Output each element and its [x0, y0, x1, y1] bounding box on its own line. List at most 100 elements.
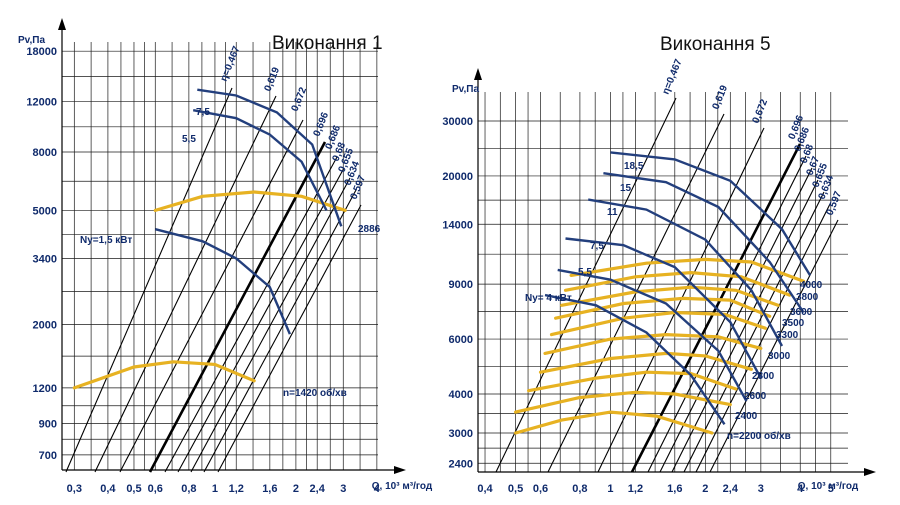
x-tick-label: 0,4 [100, 483, 116, 495]
x-axis-label: Q, 10³ м³/год [372, 481, 433, 492]
y-tick-label: 8000 [33, 147, 57, 159]
efficiency-line [671, 179, 819, 473]
rpm-label: 2400 [735, 411, 758, 422]
x-tick-label: 0,8 [572, 483, 587, 495]
power-label: 11 [607, 207, 618, 218]
x-tick-label: 1,2 [229, 483, 244, 495]
rpm-label: 3600 [790, 307, 813, 318]
rpm-label: 2886 [358, 224, 381, 235]
power-curve [155, 228, 292, 335]
rpm-label: 3300 [776, 330, 799, 341]
x-axis-arrow [864, 468, 876, 476]
power-label: 15 [620, 183, 632, 194]
x-tick-label: 0,4 [477, 483, 493, 495]
speed-curve [543, 332, 763, 355]
power-curve [557, 268, 748, 402]
rpm-label: 3000 [768, 351, 791, 362]
y-axis-label: Pv,Па [18, 35, 45, 46]
y-tick-label: 12000 [26, 97, 57, 109]
power-curve [544, 293, 726, 425]
x-axis-label: Q, 10³ м³/год [798, 481, 859, 492]
x-tick-label: 2,4 [723, 483, 739, 495]
x-tick-label: 2,4 [310, 483, 326, 495]
rpm-label: n=2200 об/хв [727, 430, 791, 442]
x-axis-arrow [394, 466, 406, 474]
power-label: 18,5 [624, 161, 644, 172]
y-tick-label: 2000 [33, 319, 57, 331]
chart-vykonannya-5: 0,4 0,5 0,6 0,8 1 1,2 1,6 2 2,4 3 4 5 2400 3000 4000 60… [442, 34, 876, 495]
x-tick-label: 4 [374, 483, 381, 495]
y-axis-label: Pv,Па [452, 84, 479, 95]
x-tick-label: 0,8 [181, 483, 196, 495]
x-tick-label: 5 [828, 483, 834, 495]
x-tick-label: 2 [293, 483, 299, 495]
speed-curve [560, 285, 780, 307]
power-curve [565, 237, 762, 379]
efficiency-label: η=0,467 [661, 57, 685, 96]
power-curve [197, 88, 343, 227]
x-tick-label: 1,2 [628, 483, 643, 495]
speed-curve [514, 390, 732, 414]
efficiency-label: 0,619 [711, 83, 731, 111]
speed-curve [549, 310, 767, 337]
rpm-label: 4000 [800, 280, 823, 291]
power-label: 7,5 [590, 241, 604, 252]
power-label: Ny=1,5 кВт [80, 235, 132, 246]
efficiency-line [217, 204, 362, 473]
y-tick-label: 2400 [449, 458, 473, 470]
x-tick-label: 1 [607, 483, 613, 495]
speed-curve [569, 257, 806, 283]
y-tick-label: 700 [39, 450, 57, 462]
speed-curve [538, 351, 753, 374]
power-label: 7,5 [196, 107, 210, 118]
y-tick-label: 1200 [33, 383, 57, 395]
rpm-label: 3500 [782, 318, 805, 329]
x-tick-label: 1,6 [667, 483, 682, 495]
efficiency-line [659, 167, 813, 473]
efficiency-line [164, 156, 338, 473]
efficiency-label: η=0,467 [219, 44, 243, 83]
y-tick-label: 20000 [442, 171, 473, 183]
power-label: Ny= 4 кВт [525, 293, 572, 304]
x-tick-label: 1,6 [262, 483, 277, 495]
efficiency-line [190, 177, 351, 473]
x-tick-label: 0,6 [533, 483, 548, 495]
rpm-label: 3800 [796, 292, 819, 303]
power-curve [192, 109, 328, 211]
x-tick-label: 3 [758, 483, 764, 495]
rpm-label: 2800 [752, 371, 775, 382]
x-tick-label: 0,5 [126, 483, 141, 495]
chart-title: Виконання 1 [272, 33, 383, 54]
efficiency-line [683, 191, 825, 473]
efficiency-line [148, 141, 327, 473]
rpm-label: n=1420 об/хв [283, 387, 347, 399]
y-tick-label: 6000 [449, 334, 473, 346]
chart-vykonannya-1: 0,3 0,4 0,5 0,6 0,8 1 1,2 1,6 2 2,4 3 4 700 900 1200 20… [18, 18, 433, 495]
efficiency-line [709, 219, 839, 473]
efficiency-line [695, 203, 831, 473]
speed-curve [527, 370, 738, 393]
efficiency-line [65, 87, 233, 473]
rpm-label: 2600 [744, 391, 767, 402]
speed-curve [72, 360, 256, 390]
grid [62, 42, 378, 470]
power-label: 5,5 [578, 267, 592, 278]
power-curve [610, 151, 812, 277]
chart-title: Виконання 5 [660, 34, 771, 55]
power-label: 5,5 [182, 134, 196, 145]
efficiency-line [119, 119, 304, 473]
x-tick-label: 0,3 [67, 483, 82, 495]
x-tick-label: 3 [340, 483, 346, 495]
y-axis-arrow [474, 68, 482, 80]
efficiency-line [203, 189, 357, 473]
y-tick-label: 4000 [449, 389, 473, 401]
efficiency-label: 0,619 [263, 65, 283, 93]
y-tick-label: 9000 [449, 279, 473, 291]
efficiency-line [177, 167, 345, 473]
x-tick-label: 0,6 [148, 483, 163, 495]
speed-curve [153, 190, 347, 212]
power-curve [603, 172, 805, 314]
x-tick-label: 2 [702, 483, 708, 495]
y-tick-label: 18000 [26, 46, 57, 58]
